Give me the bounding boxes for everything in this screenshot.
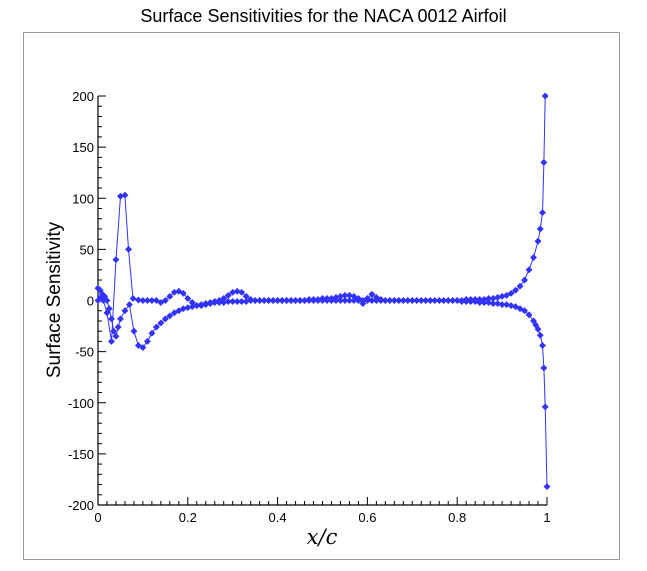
data-point-marker xyxy=(157,319,165,327)
y-axis-title: Surface Sensitivity xyxy=(44,221,65,378)
x-tick-label: 0.4 xyxy=(269,510,287,525)
data-point-marker xyxy=(121,191,129,199)
data-point-marker xyxy=(540,158,548,167)
data-point-marker xyxy=(520,307,529,315)
data-point-marker xyxy=(161,296,169,305)
data-point-marker xyxy=(112,256,120,264)
data-point-marker xyxy=(105,305,113,313)
data-point-marker xyxy=(107,315,116,323)
data-point-marker xyxy=(107,337,116,345)
data-point-marker xyxy=(541,92,549,100)
x-tick-label: 0.6 xyxy=(358,510,376,525)
data-point-marker xyxy=(233,287,241,295)
y-tick-label: 200 xyxy=(72,89,94,104)
data-point-marker xyxy=(129,294,137,303)
series-line xyxy=(97,95,546,342)
data-point-marker xyxy=(103,296,111,305)
data-point-marker xyxy=(166,312,174,320)
data-point-marker xyxy=(529,254,538,262)
y-tick-label: -100 xyxy=(68,396,94,411)
data-point-marker xyxy=(116,315,125,323)
data-point-marker xyxy=(152,323,160,331)
y-tick-label: 150 xyxy=(72,140,94,155)
data-point-marker xyxy=(512,286,520,294)
data-point-marker xyxy=(536,331,544,339)
data-point-marker xyxy=(112,332,120,340)
y-tick-label: -50 xyxy=(75,345,94,360)
data-point-marker xyxy=(143,337,151,345)
data-point-marker xyxy=(134,341,142,350)
data-point-marker xyxy=(166,292,174,300)
data-point-marker xyxy=(541,403,549,411)
data-point-marker xyxy=(543,483,551,491)
data-point-marker xyxy=(134,296,142,304)
data-point-marker xyxy=(538,209,547,217)
y-tick-label: -150 xyxy=(68,447,94,462)
data-point-marker xyxy=(525,311,533,319)
data-point-marker xyxy=(507,289,515,297)
y-tick-label: -200 xyxy=(68,498,94,513)
x-tick-label: 0 xyxy=(94,510,101,525)
plot-frame xyxy=(23,32,620,560)
data-point-marker xyxy=(125,301,133,309)
data-point-marker xyxy=(124,245,133,253)
x-axis-title: x/c xyxy=(307,525,338,549)
data-point-marker xyxy=(525,266,533,274)
data-point-marker xyxy=(184,294,192,303)
data-point-marker xyxy=(114,323,122,331)
data-point-marker xyxy=(512,303,520,311)
data-point-marker xyxy=(161,315,169,323)
x-tick-label: 0.2 xyxy=(179,510,197,525)
data-point-marker xyxy=(516,282,524,290)
axes: 0 0.2 0.4 0.6 0.8 1 200 150 100 50 0 -50 -100 -150 -20… xyxy=(68,89,551,525)
y-tick-label: 100 xyxy=(72,191,94,206)
data-point-marker xyxy=(110,327,118,335)
data-point-marker xyxy=(534,325,542,333)
data-point-marker xyxy=(179,289,187,297)
y-tick-label: 50 xyxy=(80,242,94,257)
data-point-marker xyxy=(534,237,542,245)
data-point-marker xyxy=(536,225,544,233)
x-tick-label: 0.8 xyxy=(448,510,466,525)
data-point-marker xyxy=(516,305,524,313)
data-point-marker xyxy=(540,364,548,372)
data-point-marker xyxy=(238,288,246,296)
data-point-marker xyxy=(507,302,515,310)
data-point-marker xyxy=(130,327,138,335)
x-tick-label: 1 xyxy=(543,510,550,525)
data-point-marker xyxy=(148,329,156,337)
data-point-marker xyxy=(121,307,129,315)
data-point-marker xyxy=(139,343,147,352)
chart-title: Surface Sensitivities for the NACA 0012 … xyxy=(140,6,507,26)
series-layer xyxy=(94,92,551,491)
data-point-marker xyxy=(538,341,547,350)
data-point-marker xyxy=(520,276,529,284)
series-lower-surface xyxy=(94,284,551,491)
y-tick-label: 0 xyxy=(87,294,94,309)
series-upper-surface xyxy=(94,92,549,345)
